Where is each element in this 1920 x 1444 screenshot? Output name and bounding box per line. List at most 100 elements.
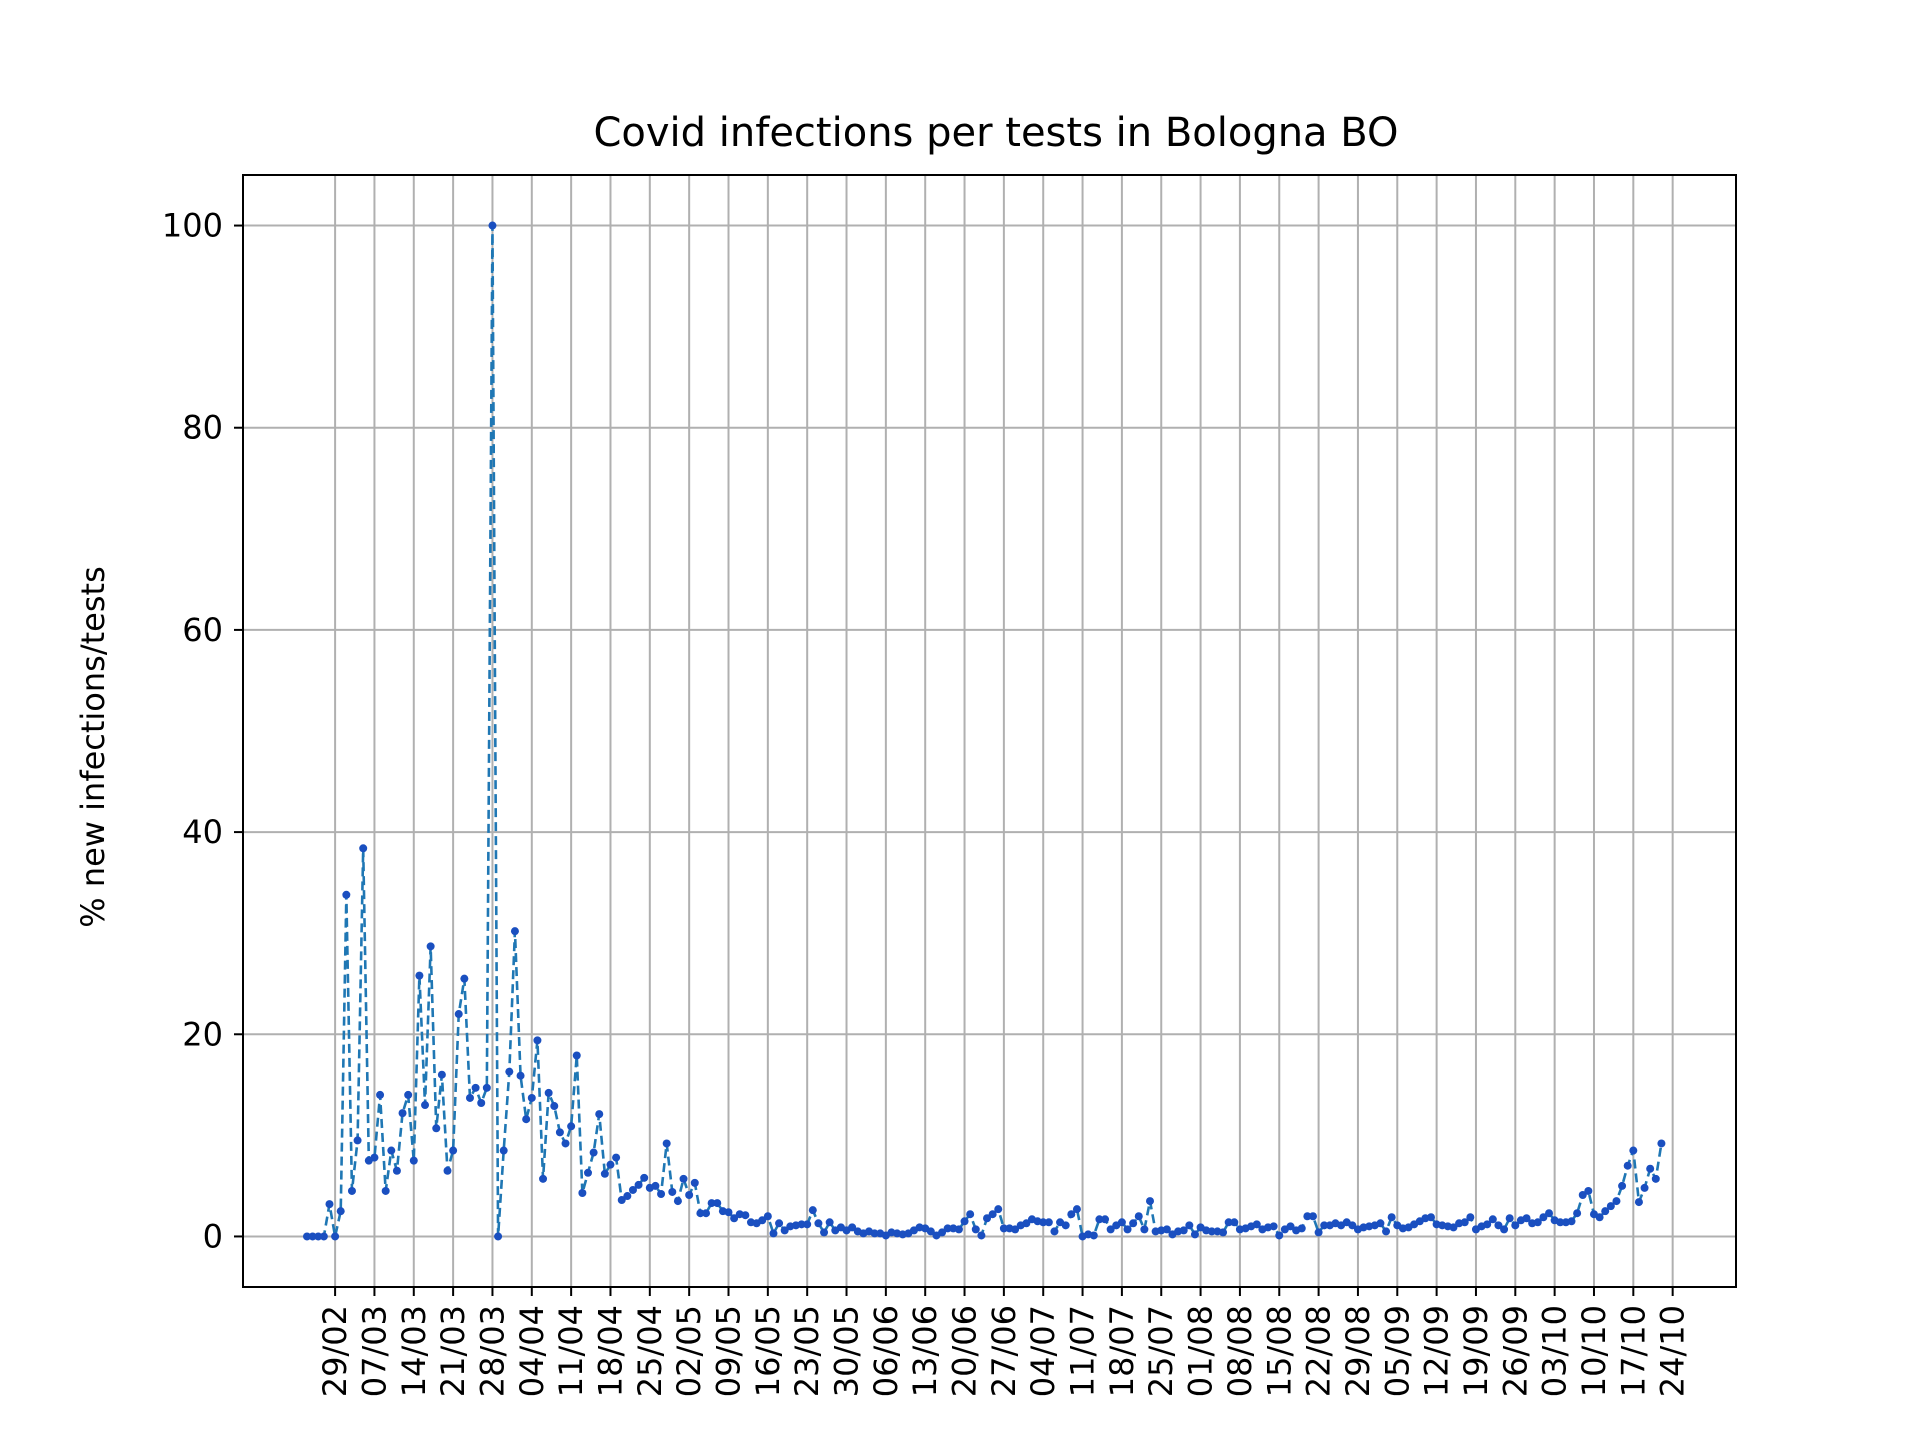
data-point-67 <box>679 1174 688 1183</box>
x-tick-label-18: 04/07 <box>1024 1305 1062 1397</box>
data-point-126 <box>1011 1225 1020 1234</box>
data-point-140 <box>1089 1231 1098 1240</box>
data-point-236 <box>1629 1146 1638 1155</box>
data-point-37 <box>510 927 519 936</box>
data-point-213 <box>1500 1225 1509 1234</box>
data-point-180 <box>1314 1228 1323 1237</box>
data-point-33 <box>488 221 497 230</box>
data-point-173 <box>1275 1231 1284 1240</box>
data-point-114 <box>943 1224 952 1233</box>
data-point-204 <box>1449 1223 1458 1232</box>
data-point-147 <box>1129 1219 1138 1228</box>
data-point-93 <box>825 1218 834 1227</box>
data-point-200 <box>1427 1213 1435 1222</box>
data-point-69 <box>690 1178 699 1187</box>
data-point-97 <box>848 1223 857 1232</box>
x-tick-label-29: 19/09 <box>1457 1305 1495 1397</box>
data-point-71 <box>702 1209 711 1218</box>
x-tick-label-9: 02/05 <box>670 1305 708 1397</box>
data-point-124 <box>999 1224 1008 1233</box>
data-point-207 <box>1466 1213 1475 1222</box>
data-point-163 <box>1219 1228 1228 1237</box>
data-point-5 <box>331 1232 340 1241</box>
data-point-13 <box>376 1090 385 1099</box>
x-tick-label-11: 16/05 <box>749 1305 787 1397</box>
x-tick-label-20: 18/07 <box>1103 1305 1141 1397</box>
data-point-73 <box>713 1199 722 1208</box>
y-tick-label-2: 40 <box>182 813 223 851</box>
data-point-111 <box>926 1227 935 1236</box>
data-point-228 <box>1584 1186 1593 1195</box>
data-point-89 <box>803 1220 812 1229</box>
data-point-82 <box>763 1212 772 1221</box>
data-point-10 <box>359 844 368 853</box>
data-point-76 <box>730 1214 739 1223</box>
x-tick-label-0: 29/02 <box>316 1305 354 1397</box>
x-tick-label-8: 25/04 <box>631 1305 669 1397</box>
data-point-234 <box>1618 1181 1627 1190</box>
data-point-47 <box>567 1122 576 1131</box>
data-point-38 <box>516 1071 525 1080</box>
x-tick-label-3: 21/03 <box>434 1305 472 1397</box>
data-point-92 <box>820 1228 829 1237</box>
data-point-78 <box>741 1211 750 1220</box>
data-point-48 <box>572 1051 581 1060</box>
data-point-49 <box>578 1188 587 1197</box>
data-point-3 <box>319 1232 328 1241</box>
data-point-210 <box>1483 1220 1492 1229</box>
x-tick-label-30: 26/09 <box>1496 1305 1534 1397</box>
x-tick-label-10: 09/05 <box>710 1305 748 1397</box>
x-tick-label-15: 13/06 <box>906 1305 944 1397</box>
x-tick-label-13: 30/05 <box>828 1305 866 1397</box>
y-tick-label-5: 100 <box>162 207 223 245</box>
data-point-28 <box>460 974 469 983</box>
data-point-40 <box>527 1093 536 1102</box>
x-tick-label-26: 29/08 <box>1339 1305 1377 1397</box>
data-point-206 <box>1460 1218 1469 1227</box>
data-point-146 <box>1123 1225 1132 1234</box>
data-point-132 <box>1044 1218 1053 1227</box>
data-point-31 <box>477 1099 486 1108</box>
data-point-35 <box>499 1146 508 1155</box>
data-point-85 <box>780 1226 789 1235</box>
data-point-36 <box>505 1067 514 1076</box>
x-tick-label-23: 08/08 <box>1221 1305 1259 1397</box>
data-point-88 <box>797 1220 806 1229</box>
data-point-219 <box>1533 1218 1542 1227</box>
data-point-44 <box>550 1102 559 1111</box>
data-point-118 <box>966 1210 975 1219</box>
data-point-26 <box>449 1146 458 1155</box>
x-tick-label-16: 20/06 <box>946 1305 984 1397</box>
data-point-65 <box>668 1187 677 1196</box>
data-point-211 <box>1488 1215 1497 1224</box>
data-point-141 <box>1095 1215 1104 1224</box>
x-tick-label-27: 05/09 <box>1378 1305 1416 1397</box>
data-point-179 <box>1308 1212 1317 1221</box>
data-point-136 <box>1067 1210 1076 1219</box>
data-point-240 <box>1651 1174 1660 1183</box>
data-point-32 <box>482 1083 491 1092</box>
data-point-150 <box>1146 1197 1154 1206</box>
x-tick-label-2: 14/03 <box>395 1305 433 1397</box>
data-point-230 <box>1595 1213 1604 1222</box>
data-point-153 <box>1162 1225 1171 1234</box>
x-tick-label-24: 15/08 <box>1260 1305 1298 1397</box>
data-point-9 <box>353 1136 362 1145</box>
data-point-227 <box>1578 1191 1587 1200</box>
data-point-221 <box>1545 1209 1554 1218</box>
data-point-235 <box>1623 1161 1632 1170</box>
data-point-117 <box>960 1217 969 1226</box>
data-point-91 <box>814 1219 823 1228</box>
data-point-135 <box>1061 1221 1070 1230</box>
data-point-156 <box>1179 1226 1188 1235</box>
data-point-17 <box>398 1109 407 1118</box>
x-tick-label-1: 07/03 <box>355 1305 393 1397</box>
data-point-83 <box>769 1229 778 1238</box>
data-point-161 <box>1207 1227 1216 1236</box>
data-point-53 <box>600 1169 609 1178</box>
x-tick-label-22: 01/08 <box>1182 1305 1220 1397</box>
data-point-101 <box>870 1229 879 1238</box>
data-point-142 <box>1101 1215 1110 1224</box>
